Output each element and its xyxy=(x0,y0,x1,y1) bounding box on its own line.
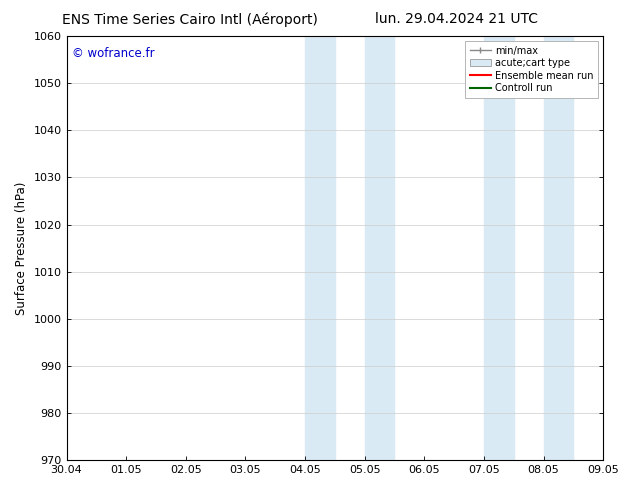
Legend: min/max, acute;cart type, Ensemble mean run, Controll run: min/max, acute;cart type, Ensemble mean … xyxy=(465,41,598,98)
Bar xyxy=(365,36,394,460)
Bar xyxy=(305,36,335,460)
Y-axis label: Surface Pressure (hPa): Surface Pressure (hPa) xyxy=(15,181,28,315)
Bar xyxy=(543,36,573,460)
Text: © wofrance.fr: © wofrance.fr xyxy=(72,47,155,60)
Text: ENS Time Series Cairo Intl (Aéroport): ENS Time Series Cairo Intl (Aéroport) xyxy=(62,12,318,27)
Bar xyxy=(484,36,514,460)
Text: lun. 29.04.2024 21 UTC: lun. 29.04.2024 21 UTC xyxy=(375,12,538,26)
